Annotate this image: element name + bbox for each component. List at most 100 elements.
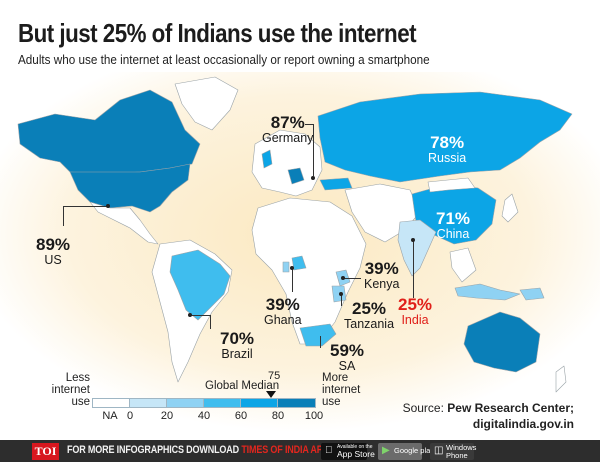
germany-leader <box>313 124 314 176</box>
source-note: Source: Pew Research Center; digitalindi… <box>403 400 574 432</box>
australia <box>463 311 541 373</box>
japan <box>501 193 519 223</box>
tick-na: NA <box>102 410 118 422</box>
tanzania-name: Tanzania <box>344 316 395 331</box>
germany <box>287 167 305 185</box>
app-store-small: Available on the <box>337 444 373 450</box>
label-germany: 87% Germany <box>262 114 313 145</box>
source-name: Pew Research Center; <box>447 401 574 415</box>
germany-dot <box>311 176 315 180</box>
windows-phone-label: Windows Phone <box>446 443 477 460</box>
legend-less-label: Less internet use <box>51 372 90 409</box>
russia <box>317 91 573 183</box>
china-name: China <box>436 226 470 241</box>
median-label: Global Median <box>205 380 280 392</box>
india-name: India <box>401 312 429 327</box>
tick-100: 100 <box>304 410 324 422</box>
us-leader <box>63 206 64 226</box>
app-store-label: App Store <box>337 449 375 459</box>
brazil-pct: 70% <box>220 329 255 348</box>
kenya-pct: 39% <box>364 259 399 278</box>
play-icon: ▶ <box>382 445 390 456</box>
tick-60: 60 <box>234 410 248 422</box>
label-ghana: 39% Ghana <box>264 296 302 327</box>
canada-alaska <box>17 89 201 175</box>
windows-icon: ◫ <box>434 445 444 456</box>
new-zealand <box>555 365 567 393</box>
kenya-leader <box>343 278 361 279</box>
brazil-name: Brazil <box>221 346 253 361</box>
tick-0: 0 <box>126 410 134 422</box>
footer-banner: TOI FOR MORE INFOGRAPHICS DOWNLOAD TIMES… <box>0 440 600 462</box>
russia-pct: 78% <box>430 133 465 152</box>
promo-main: FOR MORE INFOGRAPHICS DOWNLOAD <box>67 444 239 456</box>
india <box>397 219 437 277</box>
tanzania-dot <box>339 292 343 296</box>
legend-ticks: NA 0 20 40 60 80 100 <box>92 410 332 424</box>
brazil <box>169 249 231 321</box>
app-store-badge[interactable]:  Available on the App Store <box>321 443 375 460</box>
europe <box>251 129 323 197</box>
sa-pct: 59% <box>330 341 365 360</box>
ghana-name: Ghana <box>264 312 302 327</box>
germany-pct: 87% <box>270 113 305 132</box>
papua <box>519 287 545 301</box>
russia-name: Russia <box>428 150 467 165</box>
indonesia <box>454 283 521 301</box>
india-pct: 25% <box>398 295 433 314</box>
uk <box>261 149 273 169</box>
page-title: But just 25% of Indians use the internet <box>18 18 417 48</box>
legend-more-label: More internet use <box>322 372 361 409</box>
legend-bin-40-60 <box>204 399 241 407</box>
world-map-svg <box>0 72 600 432</box>
apple-icon:  <box>325 446 333 456</box>
ghana-dot <box>290 266 294 270</box>
median-value: 75 <box>268 370 281 382</box>
tick-20: 20 <box>160 410 174 422</box>
label-kenya: 39% Kenya <box>364 260 399 291</box>
toi-logo[interactable]: TOI <box>32 443 59 460</box>
label-india: 25% India <box>398 296 432 327</box>
legend-bin-0-20 <box>130 399 167 407</box>
india-dot <box>411 238 415 242</box>
median-arrow-icon <box>266 391 276 398</box>
ghana <box>282 261 290 273</box>
ghana-pct: 39% <box>265 295 300 314</box>
us-pct: 89% <box>36 235 71 254</box>
china-pct: 71% <box>436 209 471 228</box>
brazil-leader-h <box>190 315 211 316</box>
label-sa: 59% SA <box>330 342 364 373</box>
ghana-leader <box>292 268 293 292</box>
windows-phone-badge[interactable]: ◫ Windows Phone <box>430 443 477 460</box>
label-tanzania: 25% Tanzania <box>344 300 394 331</box>
kenya-dot <box>341 276 345 280</box>
us-dot <box>106 204 110 208</box>
label-brazil: 70% Brazil <box>220 330 254 361</box>
google-play-label: Google play <box>394 446 435 455</box>
promo-app-name: TIMES OF INDIA APP <box>241 444 329 456</box>
us-name: US <box>44 252 62 267</box>
brazil-dot <box>188 313 192 317</box>
promo-text: FOR MORE INFOGRAPHICS DOWNLOAD TIMES OF … <box>67 444 329 456</box>
tick-80: 80 <box>271 410 285 422</box>
mongolia <box>427 177 476 193</box>
source-prefix: Source: <box>402 401 444 415</box>
greenland <box>174 76 239 131</box>
label-us: 89% US <box>36 236 70 267</box>
germany-leader-h <box>305 124 314 125</box>
label-russia: 78% Russia <box>428 134 466 165</box>
kenya-name: Kenya <box>364 276 400 291</box>
legend-bin-80-100 <box>278 399 315 407</box>
se-asia <box>449 247 477 283</box>
south-africa <box>299 323 337 347</box>
legend-bin-na <box>93 399 130 407</box>
brazil-leader <box>210 315 211 329</box>
mexico <box>89 201 159 245</box>
page-subtitle: Adults who use the internet at least occ… <box>18 52 430 67</box>
tanzania-leader <box>341 294 342 306</box>
google-play-badge[interactable]: ▶ Google play <box>378 443 434 460</box>
label-china: 71% China <box>436 210 470 241</box>
us-leader-h <box>63 206 108 207</box>
legend-color-scale <box>92 398 316 408</box>
turkey <box>319 177 353 191</box>
